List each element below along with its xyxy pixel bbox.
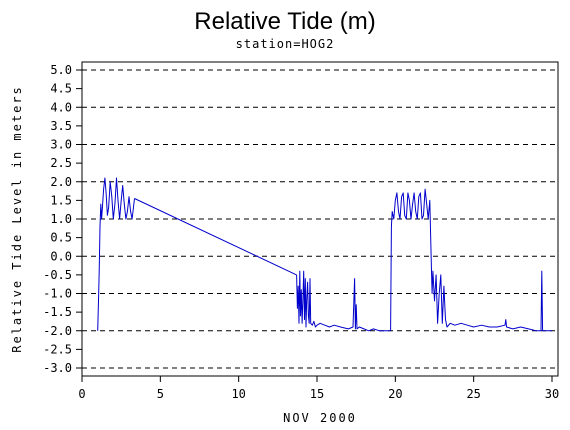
y-tick-label: -2.0 — [43, 324, 72, 338]
x-tick-label: 25 — [466, 387, 480, 401]
gridlines — [82, 69, 558, 369]
x-tick-label: 0 — [78, 387, 85, 401]
chart-title: Relative Tide (m) — [194, 8, 375, 35]
tide-series-segment-2 — [134, 198, 297, 276]
series-layer — [97, 177, 552, 332]
y-tick-label: 4.0 — [50, 100, 72, 114]
y-tick-label: 1.5 — [50, 193, 72, 207]
tide-series-segment-3 — [296, 270, 391, 332]
x-tick-label: 20 — [388, 387, 402, 401]
y-tick-label: -1.5 — [43, 305, 72, 319]
y-tick-label: -0.5 — [43, 268, 72, 282]
y-tick-label: 2.5 — [50, 156, 72, 170]
y-tick-label: 0.5 — [50, 231, 72, 245]
x-axis-label: NOV 2000 — [283, 411, 357, 425]
y-tick-label: 1.0 — [50, 212, 72, 226]
tide-series-segment-1 — [97, 177, 135, 331]
y-tick-label: -2.5 — [43, 342, 72, 356]
x-axis: 0 5 10 15 20 25 30 — [78, 376, 559, 401]
y-axis-label: Relative Tide Level in meters — [10, 85, 24, 353]
x-tick-label: 10 — [231, 387, 245, 401]
y-tick-label: 5.0 — [50, 63, 72, 77]
y-axis: 5.0 4.5 4.0 3.5 3.0 2.5 2.0 1.5 1.0 0.5 0.0 -0.5 -1.… — [43, 63, 82, 375]
y-tick-label: -3.0 — [43, 361, 72, 375]
y-tick-label: 3.0 — [50, 138, 72, 152]
x-tick-label: 15 — [310, 387, 324, 401]
y-tick-label: 0.0 — [50, 249, 72, 263]
y-tick-label: -1.0 — [43, 287, 72, 301]
x-tick-label: 5 — [157, 387, 164, 401]
tide-series-segment-4 — [390, 188, 552, 332]
chart-subtitle: station=HOG2 — [236, 37, 335, 51]
y-tick-label: 4.5 — [50, 82, 72, 96]
x-tick-label: 30 — [545, 387, 559, 401]
y-tick-label: 3.5 — [50, 119, 72, 133]
y-tick-label: 2.0 — [50, 175, 72, 189]
